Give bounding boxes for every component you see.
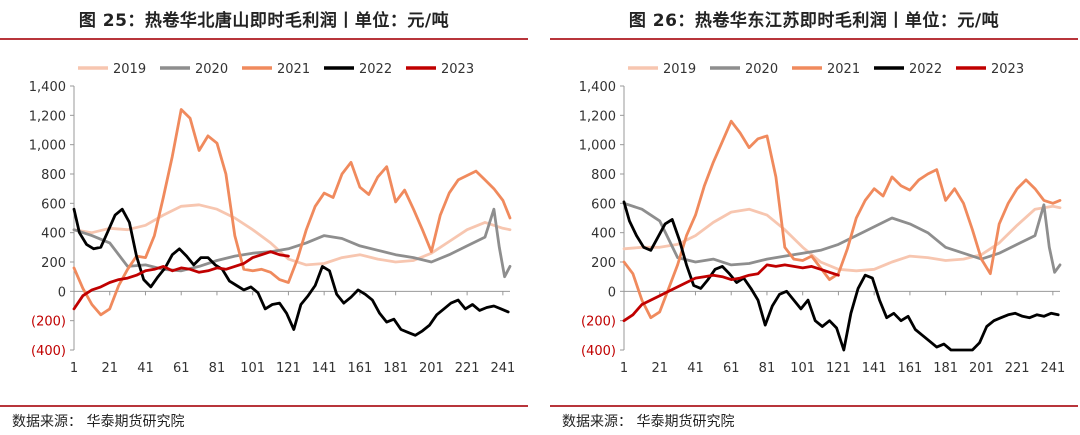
x-tick-label: 81 — [759, 361, 776, 376]
x-tick-label: 241 — [1040, 361, 1065, 376]
y-tick-label: 800 — [41, 168, 66, 183]
y-tick-label: 1,200 — [29, 109, 66, 124]
legend-label: 2023 — [991, 62, 1024, 77]
legend-item-2022: 2022 — [324, 62, 392, 77]
y-tick-label: 1,000 — [29, 139, 66, 154]
legend-label: 2022 — [909, 62, 942, 77]
series-line-2023 — [622, 263, 840, 323]
chart-title: 图 25：热卷华北唐山即时毛利润丨单位：元/吨 — [78, 11, 450, 31]
legend-item-2019: 2019 — [628, 62, 696, 77]
chart-panel-26: 图 26：热卷华东江苏即时毛利润丨单位：元/吨 2019 2020 2021 2022… — [550, 0, 1078, 435]
x-tick-label: 221 — [455, 361, 480, 376]
x-tick-label: 241 — [490, 361, 515, 376]
y-tick-label: 400 — [591, 227, 616, 242]
series-line-2020 — [622, 201, 1062, 274]
y-tick-label: 200 — [41, 256, 66, 271]
x-tick-label: 21 — [651, 361, 668, 376]
legend-item-2023: 2023 — [406, 62, 474, 77]
y-tick-label: 1,400 — [29, 80, 66, 95]
x-tick-label: 61 — [723, 361, 740, 376]
y-tick-label: 400 — [41, 227, 66, 242]
legend-label: 2020 — [195, 62, 228, 77]
legend-item-2021: 2021 — [792, 62, 860, 77]
legend-label: 2019 — [113, 62, 146, 77]
legend-label: 2021 — [277, 62, 310, 77]
chart-panel-25: 图 25：热卷华北唐山即时毛利润丨单位：元/吨 2019 2020 2021 2022… — [0, 0, 528, 435]
legend-item-2021: 2021 — [242, 62, 310, 77]
series-line-2021 — [622, 119, 1062, 320]
y-tick-label: 1,200 — [579, 109, 616, 124]
y-tick-label: 200 — [591, 256, 616, 271]
y-tick-label: 600 — [41, 197, 66, 212]
y-tick-label: (200) — [31, 315, 66, 330]
y-tick-label: 0 — [58, 285, 66, 300]
legend-item-2022: 2022 — [874, 62, 942, 77]
x-tick-label: 121 — [276, 361, 301, 376]
x-tick-label: 21 — [101, 361, 118, 376]
legend-item-2019: 2019 — [78, 62, 146, 77]
chart-title: 图 26：热卷华东江苏即时毛利润丨单位：元/吨 — [628, 11, 1000, 31]
source-note: 数据来源： 华泰期货研究院 — [12, 414, 185, 430]
y-tick-label: 1,000 — [579, 139, 616, 154]
x-tick-label: 181 — [933, 361, 958, 376]
x-tick-label: 161 — [347, 361, 372, 376]
x-tick-label: 1 — [70, 361, 78, 376]
x-tick-label: 161 — [897, 361, 922, 376]
title-rule — [550, 38, 1078, 40]
legend-label: 2023 — [441, 62, 474, 77]
source-note: 数据来源： 华泰期货研究院 — [562, 414, 735, 430]
x-tick-label: 141 — [862, 361, 887, 376]
legend-label: 2022 — [359, 62, 392, 77]
x-tick-label: 201 — [969, 361, 994, 376]
series-line-2022 — [72, 207, 510, 337]
x-tick-label: 101 — [790, 361, 815, 376]
title-rule — [0, 38, 528, 40]
legend-item-2020: 2020 — [710, 62, 778, 77]
chart-26-svg: 2019 2020 2021 2022 2023 1,400 1,200 1,000 800 60… — [579, 62, 1065, 376]
y-tick-label: 1,400 — [579, 80, 616, 95]
x-tick-label: 41 — [137, 361, 154, 376]
x-tick-label: 121 — [826, 361, 851, 376]
legend-label: 2020 — [745, 62, 778, 77]
series-line-2023 — [72, 250, 290, 311]
source-rule — [550, 405, 1078, 407]
chart-25-svg: 2019 2020 2021 2022 2023 1,400 1,200 1,000 800 60… — [29, 62, 515, 376]
legend-item-2020: 2020 — [160, 62, 228, 77]
legend-item-2023: 2023 — [956, 62, 1024, 77]
x-tick-label: 201 — [419, 361, 444, 376]
y-tick-label: 0 — [608, 285, 616, 300]
y-tick-label: 600 — [591, 197, 616, 212]
source-rule — [0, 405, 528, 407]
y-tick-label: (200) — [581, 315, 616, 330]
y-tick-label: (400) — [581, 344, 616, 359]
series-line-2022 — [622, 200, 1060, 352]
x-tick-label: 61 — [173, 361, 190, 376]
x-tick-label: 181 — [383, 361, 408, 376]
legend-label: 2021 — [827, 62, 860, 77]
legend-label: 2019 — [663, 62, 696, 77]
x-tick-label: 81 — [209, 361, 226, 376]
y-tick-label: (400) — [31, 344, 66, 359]
series-line-2020 — [72, 207, 512, 279]
x-tick-label: 101 — [240, 361, 265, 376]
series-line-2021 — [72, 108, 512, 317]
x-tick-label: 1 — [620, 361, 628, 376]
y-tick-label: 800 — [591, 168, 616, 183]
x-tick-label: 221 — [1005, 361, 1030, 376]
x-tick-label: 41 — [687, 361, 704, 376]
x-tick-label: 141 — [312, 361, 337, 376]
